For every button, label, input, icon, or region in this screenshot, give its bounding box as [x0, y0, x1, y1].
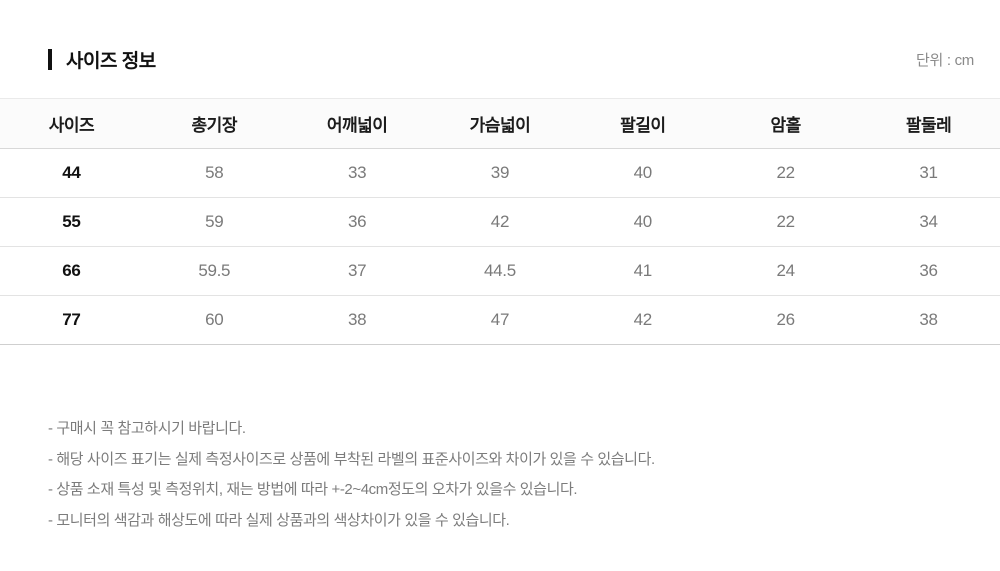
page-title: 사이즈 정보	[66, 50, 156, 72]
note-line: - 구매시 꼭 참고하시기 바랍니다.	[48, 420, 246, 437]
column-header-armhole: 암홀	[770, 116, 802, 135]
measure-value: 58	[205, 163, 224, 182]
purchase-notes: - 구매시 꼭 참고하시기 바랍니다. - 해당 사이즈 표기는 실제 측정사이…	[48, 414, 960, 536]
note-line: - 상품 소재 특성 및 측정위치, 재는 방법에 따라 +-2~4cm정도의 …	[48, 481, 578, 498]
table-row: 55 59 36 42 40 22 34	[0, 198, 1000, 247]
column-header-shoulder-width: 어깨넓이	[326, 116, 388, 135]
note-line: - 해당 사이즈 표기는 실제 측정사이즈로 상품에 부착된 라벨의 표준사이즈…	[48, 450, 655, 468]
measure-value: 59.5	[198, 261, 231, 280]
measure-value: 37	[347, 261, 367, 280]
measure-value: 41	[633, 261, 653, 280]
measure-value: 36	[347, 212, 367, 231]
measure-value: 44.5	[484, 261, 516, 280]
size-table-header-row: 사이즈 총기장 어깨넓이 가슴넓이 팔길이 암홀 팔둘레	[0, 98, 1000, 149]
size-table: 사이즈 총기장 어깨넓이 가슴넓이 팔길이 암홀 팔둘레 44 58 33 39…	[0, 98, 1000, 345]
size-value: 44	[62, 163, 81, 182]
table-row: 77 60 38 47 42 26 38	[0, 296, 1000, 345]
measure-value: 39	[490, 163, 510, 182]
measure-value: 22	[776, 212, 795, 231]
measure-value: 33	[347, 163, 367, 182]
measure-value: 22	[776, 163, 795, 182]
size-value: 77	[62, 310, 81, 329]
measure-value: 42	[633, 310, 653, 329]
column-header-arm-circumference: 팔둘레	[905, 116, 952, 135]
measure-value: 34	[919, 212, 938, 231]
measure-value: 60	[205, 310, 224, 329]
column-header-arm-length: 팔길이	[620, 116, 666, 135]
measure-value: 38	[347, 310, 367, 329]
size-value: 66	[62, 261, 81, 280]
measure-value: 36	[919, 261, 938, 280]
column-header-total-length: 총기장	[191, 116, 238, 135]
title-accent-bar	[48, 48, 52, 70]
measure-value: 59	[205, 212, 224, 231]
measure-value: 24	[776, 261, 795, 280]
section-header: 사이즈 정보 단위 : cm	[0, 44, 1000, 74]
unit-label: 단위 : cm	[916, 51, 974, 69]
column-header-size: 사이즈	[48, 116, 95, 135]
measure-value: 40	[633, 212, 653, 231]
measure-value: 31	[919, 163, 938, 182]
note-line: - 모니터의 색감과 해상도에 따라 실제 상품과의 색상차이가 있을 수 있습…	[48, 511, 510, 529]
measure-value: 47	[490, 310, 510, 329]
table-row: 66 59.5 37 44.5 41 24 36	[0, 247, 1000, 296]
measure-value: 42	[490, 212, 510, 231]
measure-value: 38	[919, 310, 938, 329]
table-row: 44 58 33 39 40 22 31	[0, 149, 1000, 198]
measure-value: 26	[776, 310, 795, 329]
column-header-chest-width: 가슴넓이	[469, 116, 531, 135]
measure-value: 40	[633, 163, 653, 182]
size-value: 55	[62, 212, 81, 231]
